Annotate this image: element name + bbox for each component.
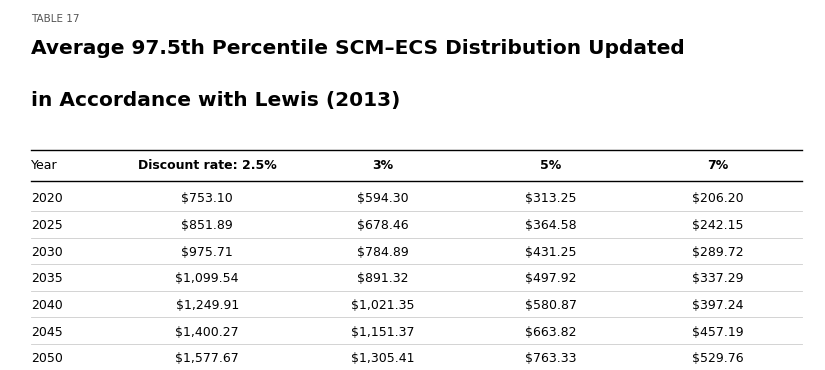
Text: 2025: 2025: [31, 219, 63, 232]
Text: $529.76: $529.76: [692, 352, 744, 365]
Text: $1,021.35: $1,021.35: [351, 299, 415, 312]
Text: $851.89: $851.89: [182, 219, 233, 232]
Text: 2035: 2035: [31, 272, 63, 285]
Text: $364.58: $364.58: [525, 219, 577, 232]
Text: $753.10: $753.10: [182, 192, 233, 205]
Text: 2020: 2020: [31, 192, 63, 205]
Text: $457.19: $457.19: [692, 326, 744, 339]
Text: $1,151.37: $1,151.37: [351, 326, 415, 339]
Text: $580.87: $580.87: [525, 299, 577, 312]
Text: 7%: 7%: [708, 159, 728, 172]
Text: $497.92: $497.92: [525, 272, 577, 285]
Text: $784.89: $784.89: [357, 246, 409, 259]
Text: 2040: 2040: [31, 299, 63, 312]
Text: $1,249.91: $1,249.91: [176, 299, 239, 312]
Text: 3%: 3%: [373, 159, 394, 172]
Text: 2050: 2050: [31, 352, 64, 365]
Text: Average 97.5th Percentile SCM–ECS Distribution Updated: Average 97.5th Percentile SCM–ECS Distri…: [31, 39, 685, 58]
Text: $313.25: $313.25: [525, 192, 577, 205]
Text: $289.72: $289.72: [692, 246, 744, 259]
Text: $337.29: $337.29: [692, 272, 744, 285]
Text: $975.71: $975.71: [182, 246, 233, 259]
Text: $1,099.54: $1,099.54: [176, 272, 239, 285]
Text: $663.82: $663.82: [525, 326, 577, 339]
Text: $891.32: $891.32: [357, 272, 409, 285]
Text: $242.15: $242.15: [692, 219, 744, 232]
Text: 5%: 5%: [540, 159, 561, 172]
Text: Discount rate: 2.5%: Discount rate: 2.5%: [138, 159, 276, 172]
Text: 2030: 2030: [31, 246, 63, 259]
Text: $431.25: $431.25: [525, 246, 577, 259]
Text: TABLE 17: TABLE 17: [31, 14, 80, 24]
Text: $1,305.41: $1,305.41: [351, 352, 415, 365]
Text: $594.30: $594.30: [357, 192, 409, 205]
Text: $397.24: $397.24: [692, 299, 744, 312]
Text: in Accordance with Lewis (2013): in Accordance with Lewis (2013): [31, 91, 401, 110]
Text: $1,400.27: $1,400.27: [176, 326, 239, 339]
Text: Year: Year: [31, 159, 58, 172]
Text: 2045: 2045: [31, 326, 63, 339]
Text: $763.33: $763.33: [525, 352, 577, 365]
Text: $678.46: $678.46: [357, 219, 409, 232]
Text: $1,577.67: $1,577.67: [176, 352, 239, 365]
Text: $206.20: $206.20: [692, 192, 744, 205]
